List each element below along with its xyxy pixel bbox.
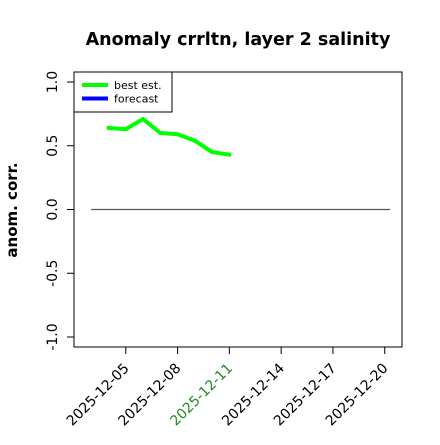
data-point <box>192 138 197 143</box>
data-point <box>141 116 146 121</box>
data-point <box>106 125 111 130</box>
legend-label-best-estimate: best est. <box>114 79 162 92</box>
data-point <box>158 131 163 135</box>
legend-label-forecast: forecast <box>114 93 159 106</box>
data-point <box>227 152 232 157</box>
y-tick-label: -1.0 <box>45 323 61 350</box>
y-tick-label: -0.5 <box>45 260 61 287</box>
data-point <box>123 127 128 132</box>
data-point <box>210 150 215 155</box>
chart-title: Anomaly crrltn, layer 2 salinity <box>86 30 391 50</box>
y-axis-label: anom. corr. <box>3 162 21 257</box>
y-tick-label: 0.0 <box>45 198 61 220</box>
data-point <box>175 132 180 137</box>
y-tick-label: 0.5 <box>45 135 61 157</box>
legend-box <box>73 71 173 113</box>
series-line-best-estimate <box>106 117 232 157</box>
plot-area: -1.0-0.50.00.51.02025-12-052025-12-08202… <box>45 71 403 429</box>
y-tick-label: 1.0 <box>45 71 61 93</box>
